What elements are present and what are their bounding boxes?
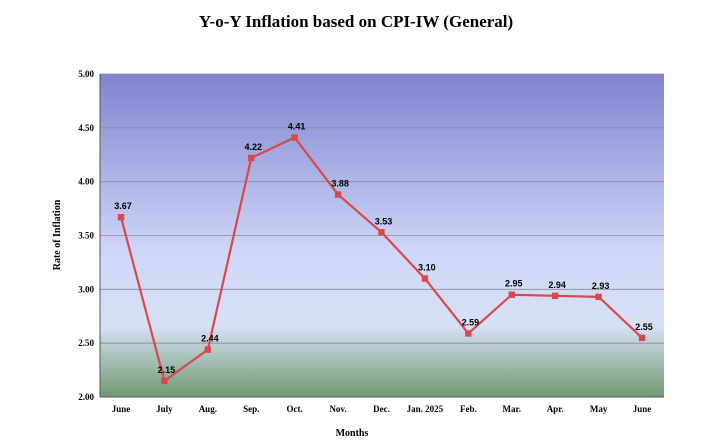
- data-point-1: [161, 377, 168, 385]
- x-tick-2: Aug.: [199, 404, 217, 414]
- data-labels: 3.67 2.15 2.44 4.22 4.41 3.88 3.53 3.10 2.59 2.95…: [114, 122, 653, 375]
- data-point-8: [465, 330, 472, 337]
- data-point-6: [378, 229, 385, 236]
- x-tick-11: May: [590, 404, 608, 414]
- x-tick-8: Feb.: [460, 404, 477, 414]
- y-tick-3.00: 3.00: [78, 284, 94, 294]
- x-axis-ticks: June July Aug. Sep. Oct. Nov. Dec. Jan. 2025 Feb…: [112, 404, 652, 414]
- data-label-7: 3.10: [418, 263, 436, 273]
- data-label-9: 2.95: [505, 279, 523, 289]
- y-tick-2.00: 2.00: [78, 392, 94, 402]
- data-label-5: 3.88: [331, 179, 349, 189]
- grid-lines: [100, 73, 664, 344]
- data-point-10: [551, 292, 559, 299]
- y-tick-4.50: 4.50: [78, 123, 94, 133]
- y-axis-ticks: 2.00 2.50 3.00 3.50 4.00 4.50 5.00: [78, 69, 94, 402]
- data-point-12: [638, 334, 646, 341]
- x-tick-12: June: [633, 404, 652, 414]
- x-tick-10: Apr.: [547, 404, 564, 414]
- x-tick-5: Nov.: [329, 404, 346, 414]
- data-label-8: 2.59: [462, 317, 480, 327]
- y-tick-5.00: 5.00: [78, 69, 94, 79]
- data-label-4: 4.41: [288, 122, 306, 132]
- data-label-2: 2.44: [201, 334, 219, 344]
- data-label-10: 2.94: [548, 280, 566, 290]
- data-label-0: 3.67: [114, 201, 132, 211]
- data-point-4: [291, 134, 298, 141]
- x-axis-label: Months: [336, 428, 369, 439]
- chart-title: Y-o-Y Inflation based on CPI-IW (General…: [199, 12, 513, 31]
- data-label-12: 2.55: [635, 322, 653, 332]
- data-label-3: 4.22: [244, 142, 262, 152]
- y-tick-4.00: 4.00: [78, 177, 94, 187]
- data-label-6: 3.53: [375, 216, 393, 226]
- series-inflation: [117, 134, 646, 385]
- data-label-11: 2.93: [592, 281, 610, 291]
- y-tick-3.50: 3.50: [78, 231, 94, 241]
- data-point-7: [421, 275, 429, 282]
- data-point-5: [334, 191, 342, 198]
- x-tick-9: Mar.: [503, 404, 521, 414]
- x-tick-7: Jan. 2025: [407, 404, 444, 414]
- x-tick-0: June: [112, 404, 131, 414]
- data-label-1: 2.15: [158, 365, 176, 375]
- y-axis-label: Rate of Inflation: [52, 199, 63, 270]
- data-point-11: [595, 293, 602, 301]
- x-tick-3: Sep.: [243, 404, 259, 414]
- x-tick-4: Oct.: [287, 404, 303, 414]
- data-point-9: [508, 291, 515, 298]
- data-point-0: [117, 213, 125, 221]
- data-point-3: [248, 154, 255, 162]
- x-tick-6: Dec.: [373, 404, 390, 414]
- data-point-2: [204, 346, 212, 353]
- x-tick-1: July: [156, 404, 173, 414]
- y-tick-2.50: 2.50: [78, 338, 94, 348]
